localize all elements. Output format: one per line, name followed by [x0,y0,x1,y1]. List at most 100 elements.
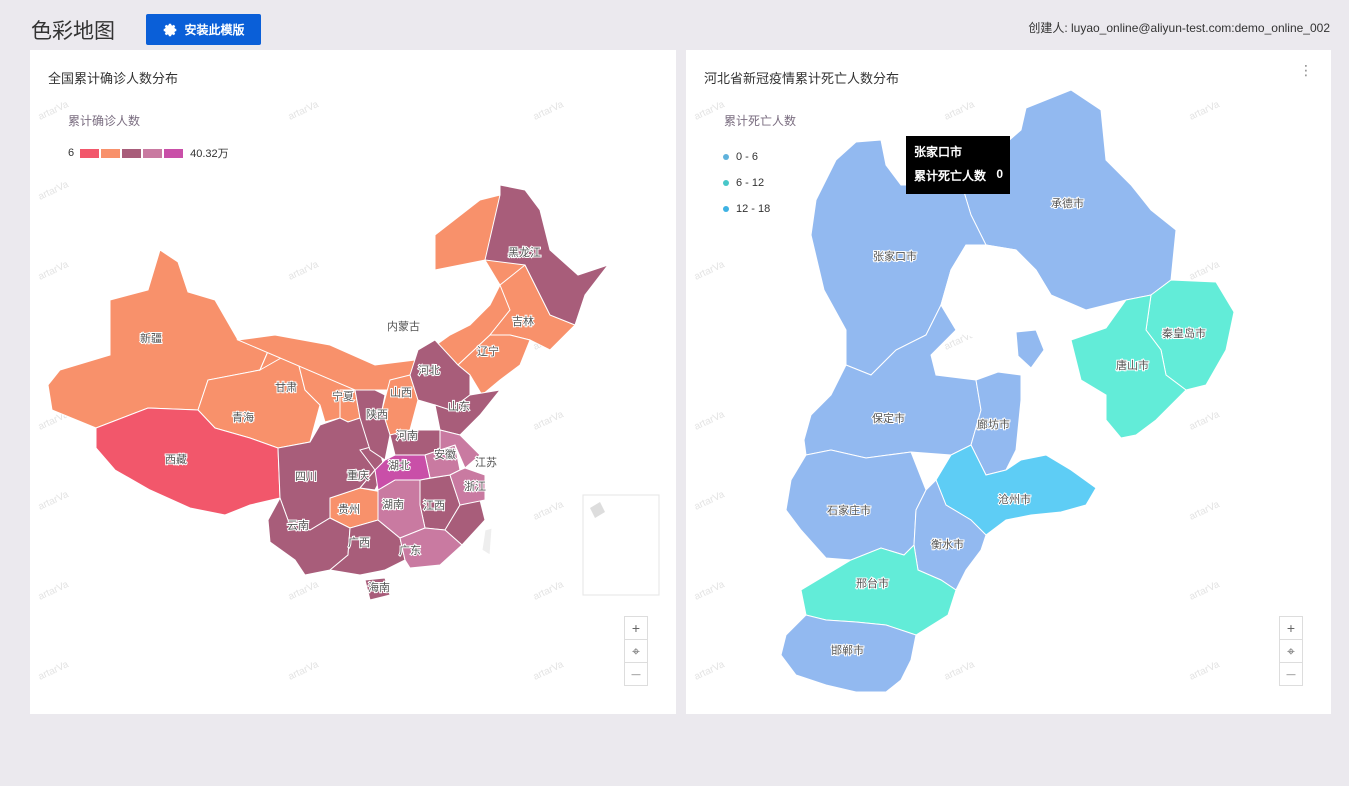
legend-dot [723,154,729,160]
gear-icon [164,23,177,36]
svg-text:artarVa: artarVa [532,579,566,603]
map-label: 四川 [295,470,317,483]
legend-dot [723,206,729,212]
map-label: 重庆 [347,468,369,482]
map-label: 邯郸市 [831,643,864,657]
svg-text:artarVa: artarVa [693,659,727,683]
map-label: 湖南 [382,498,404,511]
map-label: 湖北 [388,459,410,472]
install-button-label: 安装此模版 [184,23,245,37]
map-tooltip: 张家口市 累计死亡人数 0 [906,136,1010,194]
map-label: 广东 [399,544,421,557]
region-xizang [95,407,281,516]
legend-swatch [143,148,163,158]
legend-swatch [101,148,121,158]
map-label: 河北 [418,364,440,377]
map-label: 云南 [287,519,309,532]
svg-text:artarVa: artarVa [532,499,566,523]
map-label: 安徽 [434,447,456,461]
legend-title: 累计死亡人数 [724,114,797,128]
map-label: 甘肃 [275,381,297,394]
map-label: 邢台市 [856,576,889,590]
legend-item-label: 12 - 18 [736,203,771,215]
china-map-title: 全国累计确诊人数分布 [48,71,179,86]
legend-dot [723,180,729,186]
map-label: 黑龙江 [508,246,541,259]
svg-text:artarVa: artarVa [37,259,71,283]
region-tangshan [1070,294,1187,439]
svg-text:artarVa: artarVa [37,99,71,123]
map-label: 贵州 [338,503,360,516]
legend-max: 40.32万 [190,148,229,160]
svg-text:artarVa: artarVa [1188,409,1222,433]
map-controls: + ⌖ — [624,616,648,686]
region-heilongjiang [484,184,610,326]
map-label: 保定市 [872,411,905,425]
zoom-out-button[interactable]: — [1286,669,1296,679]
svg-text:artarVa: artarVa [37,179,71,203]
svg-text:artarVa: artarVa [693,579,727,603]
svg-text:artarVa: artarVa [37,659,71,683]
map-label: 河南 [396,429,418,442]
legend-item[interactable]: 0 - 6 [723,144,770,170]
map-label: 石家庄市 [827,503,871,517]
legend-item-label: 0 - 6 [736,151,759,163]
map-label: 江苏 [475,456,497,469]
legend-item[interactable]: 6 - 12 [723,170,770,196]
svg-text:artarVa: artarVa [693,489,727,513]
locate-button[interactable]: ⌖ [625,640,647,663]
map-label: 浙江 [464,480,486,493]
legend-swatch [122,148,142,158]
map-label: 辽宁 [477,344,499,358]
svg-text:artarVa: artarVa [287,259,321,283]
legend-swatch [164,148,184,158]
locate-button[interactable]: ⌖ [1280,640,1302,663]
hebei-map-title: 河北省新冠疫情累计死亡人数分布 [704,71,900,86]
svg-text:artarVa: artarVa [943,99,977,123]
zoom-in-button[interactable]: + [625,617,647,640]
map-label: 江西 [423,499,445,512]
map-label: 西藏 [165,453,187,466]
svg-text:artarVa: artarVa [37,489,71,513]
more-options-icon[interactable]: ⋮ [1299,62,1313,78]
region-hainan [364,577,391,601]
china-map-card: artarVa artarVa artarVa artarVa artarVa … [30,50,676,714]
svg-text:artarVa: artarVa [1188,499,1222,523]
tooltip-value: 0 [996,167,1003,181]
svg-text:artarVa: artarVa [532,99,566,123]
legend-item[interactable]: 12 - 18 [723,196,770,222]
svg-text:artarVa: artarVa [532,659,566,683]
map-controls: + ⌖ — [1279,616,1303,686]
map-label: 廊坊市 [977,417,1010,431]
svg-text:artarVa: artarVa [1188,659,1222,683]
svg-text:artarVa: artarVa [37,579,71,603]
map-label: 新疆 [140,331,162,345]
svg-text:artarVa: artarVa [1188,259,1222,283]
map-label: 山西 [390,386,412,399]
legend-min: 6 [68,147,75,159]
svg-text:artarVa: artarVa [693,259,727,283]
map-label: 广西 [348,536,370,549]
region-tianjin [1015,329,1045,369]
map-label: 吉林 [512,314,534,328]
page-title: 色彩地图 [31,20,115,43]
zoom-out-button[interactable]: — [631,669,641,679]
hebei-map[interactable]: artarVa artarVa artarVa artarVa artarVa … [686,50,1331,714]
map-label: 张家口市 [873,249,917,263]
legend-swatch [80,148,100,158]
china-map[interactable]: artarVa artarVa artarVa artarVa artarVa … [30,50,676,714]
svg-text:artarVa: artarVa [943,659,977,683]
svg-text:artarVa: artarVa [693,409,727,433]
legend-title: 累计确诊人数 [68,114,141,128]
category-legend: 0 - 6 6 - 12 12 - 18 [723,144,770,222]
map-label: 内蒙古 [387,319,420,333]
gradient-legend: 6 40.32万 [68,145,229,161]
zoom-in-button[interactable]: + [1280,617,1302,640]
legend-item-label: 6 - 12 [736,177,765,189]
region-beijing-gap [940,244,1052,341]
region-liaoning [457,334,531,396]
svg-text:artarVa: artarVa [532,409,566,433]
map-label: 唐山市 [1116,358,1149,372]
map-label: 承德市 [1051,196,1084,210]
install-template-button[interactable]: 安装此模版 [146,14,261,45]
